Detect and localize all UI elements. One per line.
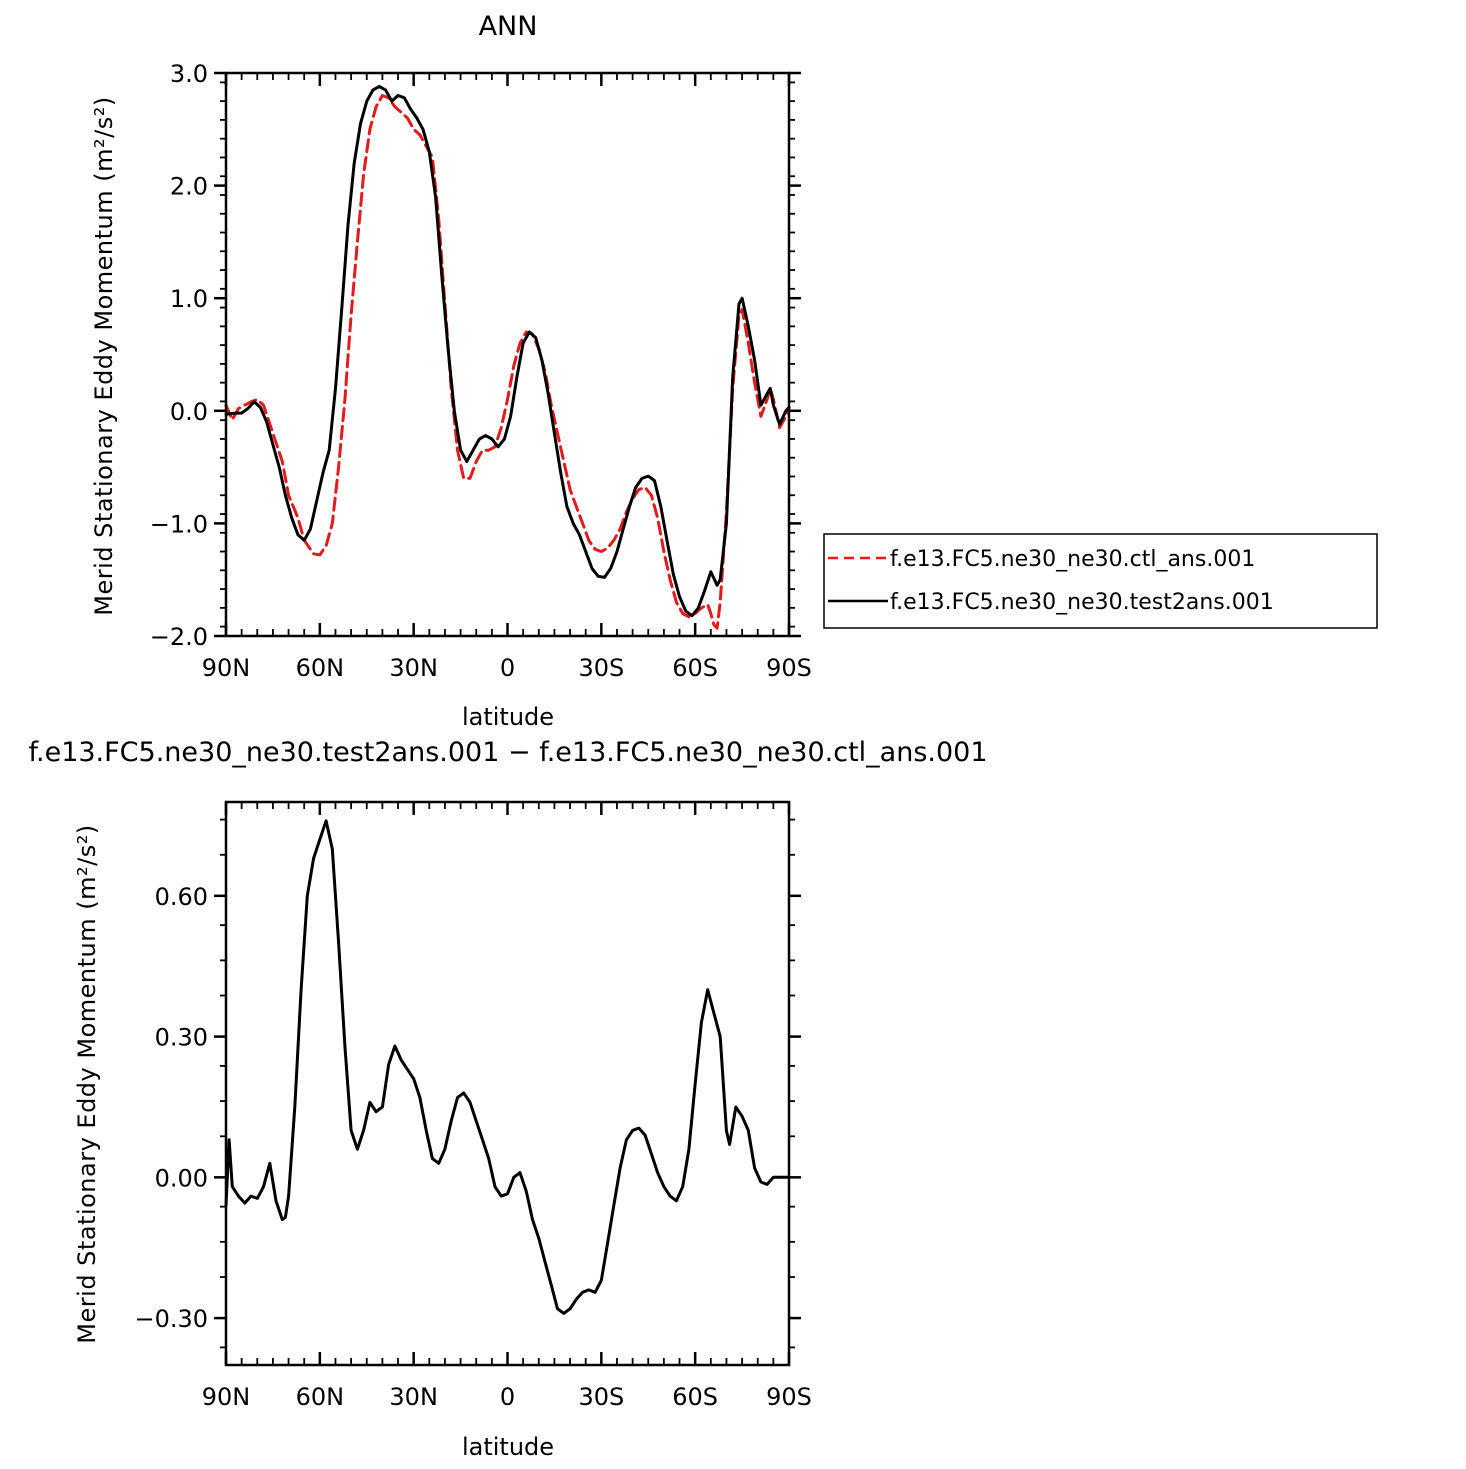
top-panel-series: [224, 85, 791, 630]
bottom-panel-series: [224, 819, 791, 1315]
y-tick-label: 0.00: [155, 1164, 208, 1192]
x-tick-label: 90S: [766, 654, 812, 682]
series-line-ctl: [224, 94, 791, 630]
x-tick-label: 90N: [202, 654, 251, 682]
x-tick-label: 0: [500, 1383, 515, 1411]
y-tick-label: 1.0: [170, 285, 208, 313]
bottom-panel-x-axis-label: latitude: [462, 1433, 554, 1461]
x-tick-label: 60S: [672, 654, 718, 682]
bottom-panel-y-axis-label: Merid Stationary Eddy Momentum (m²/s²): [73, 824, 101, 1343]
x-tick-label: 60N: [296, 654, 345, 682]
y-tick-label: 2.0: [170, 173, 208, 201]
bottom-panel-ticks: 90N 60N 30N 0 30S 60S 90S −0.30 0.00 0.30 0.60: [134, 802, 812, 1411]
top-panel-title: ANN: [479, 11, 538, 42]
top-panel-ticks: 90N 60N 30N 0 30S 60S 90S −2.0 −1.0 0.0 1.0 2.0 3.0: [150, 60, 812, 682]
y-tick-label: −2.0: [150, 623, 208, 651]
y-tick-label: −1.0: [150, 510, 208, 538]
legend-box: [823, 533, 1378, 629]
series-line-test: [224, 819, 791, 1315]
x-tick-label: 30N: [389, 1383, 438, 1411]
y-tick-label: 3.0: [170, 60, 208, 88]
top-panel: ANN Merid Stationary Eddy Momentum (m²/s…: [90, 11, 812, 731]
bottom-panel-title: f.e13.FC5.ne30_ne30.test2ans.001 − f.e13…: [28, 737, 987, 768]
bottom-panel-plot-frame: [224, 800, 791, 1367]
bottom-panel: f.e13.FC5.ne30_ne30.test2ans.001 − f.e13…: [28, 737, 987, 1461]
y-tick-label: −0.30: [134, 1305, 208, 1333]
x-tick-label: 0: [500, 654, 515, 682]
series-line-test: [224, 85, 791, 618]
x-tick-label: 60N: [296, 1383, 345, 1411]
legend: f.e13.FC5.ne30_ne30.ctl_ans.001 f.e13.FC…: [823, 533, 1378, 629]
x-tick-label: 30S: [578, 654, 624, 682]
y-tick-label: 0.60: [155, 883, 208, 911]
legend-label-ctl: f.e13.FC5.ne30_ne30.ctl_ans.001: [890, 547, 1255, 572]
y-tick-label: 0.0: [170, 398, 208, 426]
y-tick-label: 0.30: [155, 1024, 208, 1052]
top-panel-x-axis-label: latitude: [462, 703, 554, 731]
top-panel-plot-frame: [224, 71, 791, 638]
x-tick-label: 90S: [766, 1383, 812, 1411]
x-tick-label: 30N: [389, 654, 438, 682]
top-panel-y-axis-label: Merid Stationary Eddy Momentum (m²/s²): [90, 96, 118, 615]
x-tick-label: 60S: [672, 1383, 718, 1411]
legend-label-test: f.e13.FC5.ne30_ne30.test2ans.001: [890, 590, 1274, 615]
x-tick-label: 90N: [202, 1383, 251, 1411]
x-tick-label: 30S: [578, 1383, 624, 1411]
